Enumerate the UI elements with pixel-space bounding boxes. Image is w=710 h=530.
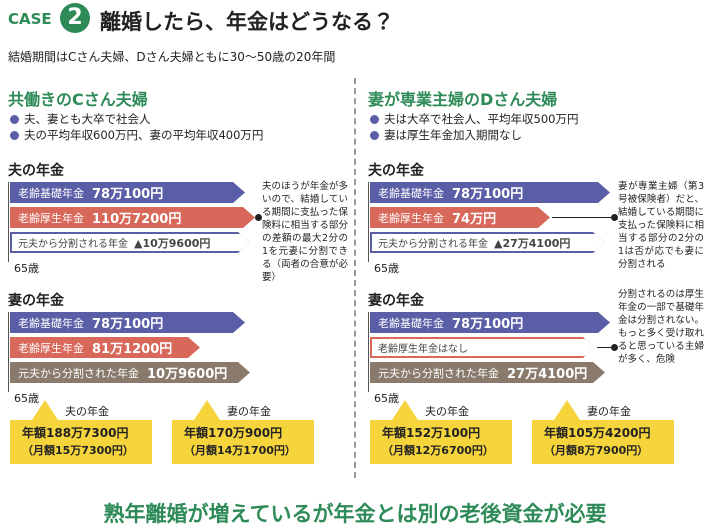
pointer xyxy=(392,400,418,420)
age: 65歳 xyxy=(14,262,39,275)
age-line xyxy=(8,312,9,392)
total-box: 年額170万900円 （月額14万1700円） xyxy=(172,420,314,464)
total-annual: 年額170万900円 xyxy=(184,426,283,440)
bar: 老齢厚生年金はなし xyxy=(370,337,595,358)
bullet-dot xyxy=(370,115,379,124)
case-number: 2 xyxy=(60,3,90,33)
age-line xyxy=(8,182,9,262)
bar-amount: 78万100円 xyxy=(92,317,164,332)
bar-label: 老齢基礎年金 xyxy=(18,186,84,200)
pointer xyxy=(194,400,220,420)
bar: 老齢基礎年金 78万100円 xyxy=(370,312,610,333)
person-label: 夫の年金 xyxy=(368,163,424,179)
bar-label: 老齢厚生年金 xyxy=(18,341,84,355)
case-label: CASE xyxy=(8,10,52,28)
bar-amount: 27万4100円 xyxy=(507,367,588,382)
bar-label: 元夫から分割される年金 xyxy=(18,239,128,250)
note: 妻が専業主婦（第3号被保険者）だと、結婚している期間に支払った保険料に相当する部… xyxy=(618,181,704,270)
total-label: 夫の年金 xyxy=(425,405,469,418)
total-box: 年額105万4200円 （月額8万7900円） xyxy=(532,420,674,464)
bar: 老齢基礎年金 78万100円 xyxy=(10,312,245,333)
bar-amount: 74万円 xyxy=(452,212,497,227)
bullet: 夫、妻とも大卒で社会人 xyxy=(24,112,151,126)
person-label: 妻の年金 xyxy=(8,293,64,309)
bar-label: 老齢基礎年金 xyxy=(378,316,444,330)
bullet: 夫の平均年収600万円、妻の平均年収400万円 xyxy=(24,128,264,142)
pointer xyxy=(554,400,580,420)
bar: 元夫から分割された年金 27万4100円 xyxy=(370,362,605,383)
bar-amount: 78万100円 xyxy=(452,317,524,332)
bar-label: 元夫から分割された年金 xyxy=(378,366,499,380)
total-label: 夫の年金 xyxy=(65,405,109,418)
bar: 老齢厚生年金 74万円 xyxy=(370,207,550,228)
bullet-dot xyxy=(370,131,379,140)
panel-heading: 共働きのCさん夫婦 xyxy=(8,90,148,109)
bar-amount: 110万7200円 xyxy=(92,212,182,227)
bullet: 夫は大卒で社会人、平均年収500万円 xyxy=(384,112,579,126)
bar-amount: 78万100円 xyxy=(92,187,164,202)
bullet: 妻は厚生年金加入期間なし xyxy=(384,128,522,142)
bar-amount: 10万9600円 xyxy=(147,367,228,382)
bullet-dot xyxy=(10,131,19,140)
bar-label: 元夫から分割される年金 xyxy=(378,239,488,250)
total-box: 年額152万100円 （月額12万6700円） xyxy=(370,420,512,464)
connector-dot xyxy=(255,214,262,221)
divider xyxy=(354,78,356,478)
bar-amount: 81万1200円 xyxy=(92,342,173,357)
total-annual: 年額188万7300円 xyxy=(22,426,129,440)
total-monthly: （月額12万6700円） xyxy=(382,444,494,457)
total-monthly: （月額8万7900円） xyxy=(544,444,649,457)
bar: 元夫から分割される年金 ▲27万4100円 xyxy=(370,232,605,253)
total-annual: 年額105万4200円 xyxy=(544,426,651,440)
bar-label: 老齢基礎年金 xyxy=(18,316,84,330)
total-label: 妻の年金 xyxy=(587,405,631,418)
bar-label: 元夫から分割された年金 xyxy=(18,366,139,380)
bar-inner: 元夫から分割される年金 ▲10万9600円 xyxy=(12,234,254,251)
person-label: 夫の年金 xyxy=(8,163,64,179)
note: 夫のほうが年金が多いので、結婚している期間に支払った保険料に相当する部分の差額の… xyxy=(262,181,348,283)
connector xyxy=(552,217,614,218)
bar-amount: 78万100円 xyxy=(452,187,524,202)
person-label: 妻の年金 xyxy=(368,293,424,309)
connector xyxy=(597,347,614,348)
bar-label: 老齢基礎年金 xyxy=(378,186,444,200)
bar-label: 老齢厚生年金 xyxy=(378,211,444,225)
bullet-dot xyxy=(10,115,19,124)
total-monthly: （月額14万1700円） xyxy=(184,444,296,457)
note: 分割されるのは厚生年金の一部で基礎年金は分割されない。もっと多く受け取れると思っ… xyxy=(618,289,704,365)
total-box: 年額188万7300円 （月額15万7300円） xyxy=(10,420,152,464)
bar-amount: ▲27万4100円 xyxy=(494,236,571,250)
subtitle: 結婚期間はCさん夫婦、Dさん夫婦ともに30～50歳の20年間 xyxy=(8,50,336,64)
bar-label: 老齢厚生年金はなし xyxy=(378,344,468,355)
total-label: 妻の年金 xyxy=(227,405,271,418)
bar-label: 老齢厚生年金 xyxy=(18,211,84,225)
bar: 老齢厚生年金 110万7200円 xyxy=(10,207,255,228)
bar: 元夫から分割される年金 ▲10万9600円 xyxy=(10,232,250,253)
bar-inner: 元夫から分割される年金 ▲27万4100円 xyxy=(372,234,609,251)
bar: 老齢基礎年金 78万100円 xyxy=(370,182,610,203)
pointer xyxy=(32,400,58,420)
bar-amount: ▲10万9600円 xyxy=(134,236,211,250)
bar: 元夫から分割された年金 10万9600円 xyxy=(10,362,250,383)
bar-inner: 老齢厚生年金はなし xyxy=(372,339,599,356)
age-line xyxy=(368,182,369,262)
panel-heading: 妻が専業主婦のDさん夫婦 xyxy=(368,90,558,109)
title: 離婚したら、年金はどうなる？ xyxy=(100,10,394,34)
connector-dot xyxy=(611,344,618,351)
footer: 熟年離婚が増えているが年金とは別の老後資金が必要 xyxy=(103,502,607,526)
age-line xyxy=(368,312,369,392)
bar: 老齢基礎年金 78万100円 xyxy=(10,182,245,203)
connector-dot xyxy=(611,214,618,221)
age: 65歳 xyxy=(374,262,399,275)
total-monthly: （月額15万7300円） xyxy=(22,444,134,457)
total-annual: 年額152万100円 xyxy=(382,426,481,440)
bar: 老齢厚生年金 81万1200円 xyxy=(10,337,200,358)
